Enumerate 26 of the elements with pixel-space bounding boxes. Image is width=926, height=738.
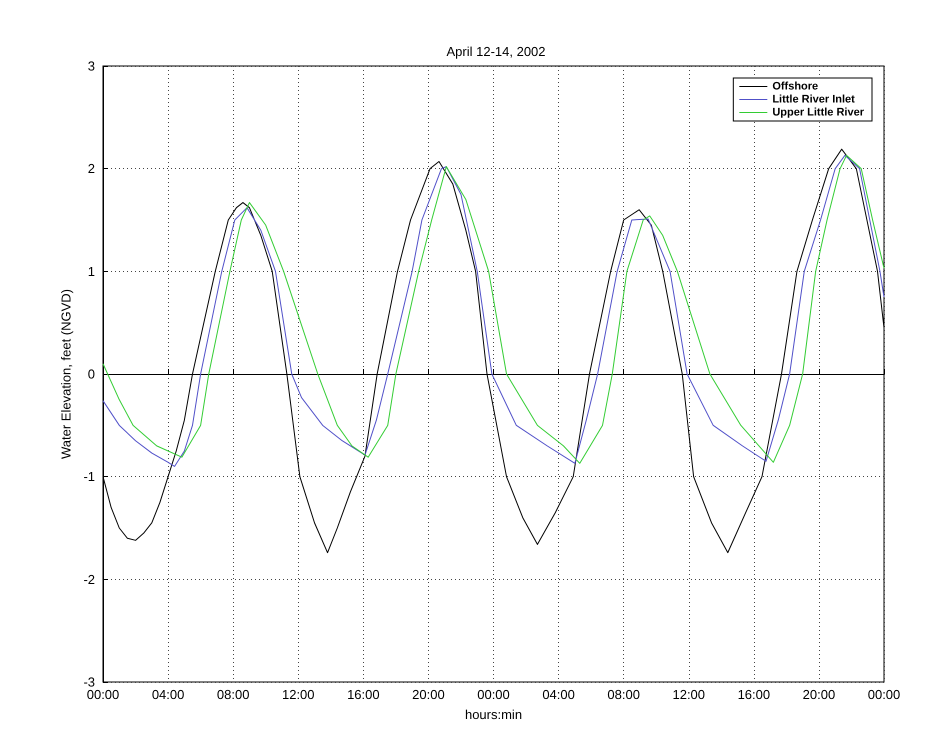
chart-title: April 12-14, 2002 bbox=[446, 44, 546, 59]
x-tick-label: 20:00 bbox=[412, 687, 445, 702]
x-tick-label: 16:00 bbox=[347, 687, 380, 702]
x-tick-label: 04:00 bbox=[152, 687, 184, 702]
x-tick-label: 00:00 bbox=[868, 687, 900, 702]
y-tick-label: -1 bbox=[83, 469, 95, 484]
x-tick-label: 16:00 bbox=[738, 687, 770, 702]
y-tick-label: -2 bbox=[83, 572, 95, 587]
x-tick-label: 12:00 bbox=[282, 687, 315, 702]
x-tick-label: 08:00 bbox=[216, 687, 250, 702]
y-tick-label: -3 bbox=[83, 674, 95, 690]
y-tick-label: 2 bbox=[88, 161, 95, 176]
legend-label: Little River Inlet bbox=[772, 94, 856, 106]
legend-label: Offshore bbox=[772, 80, 818, 92]
x-axis-title: hours:min bbox=[464, 707, 522, 722]
y-tick-label: 3 bbox=[88, 58, 95, 74]
x-tick-label: 08:00 bbox=[607, 687, 640, 702]
x-tick-label: 20:00 bbox=[802, 687, 836, 702]
y-axis-title: Water Elevation, feet (NGVD) bbox=[58, 288, 74, 460]
y-tick-label: 1 bbox=[88, 264, 95, 279]
x-tick-label: 12:00 bbox=[672, 687, 706, 702]
y-tick-label: 0 bbox=[88, 366, 95, 382]
x-tick-label: 00:00 bbox=[86, 687, 120, 702]
legend-label: Upper Little River bbox=[772, 106, 865, 118]
x-tick-label: 00:00 bbox=[477, 687, 510, 702]
x-tick-label: 04:00 bbox=[542, 687, 575, 702]
